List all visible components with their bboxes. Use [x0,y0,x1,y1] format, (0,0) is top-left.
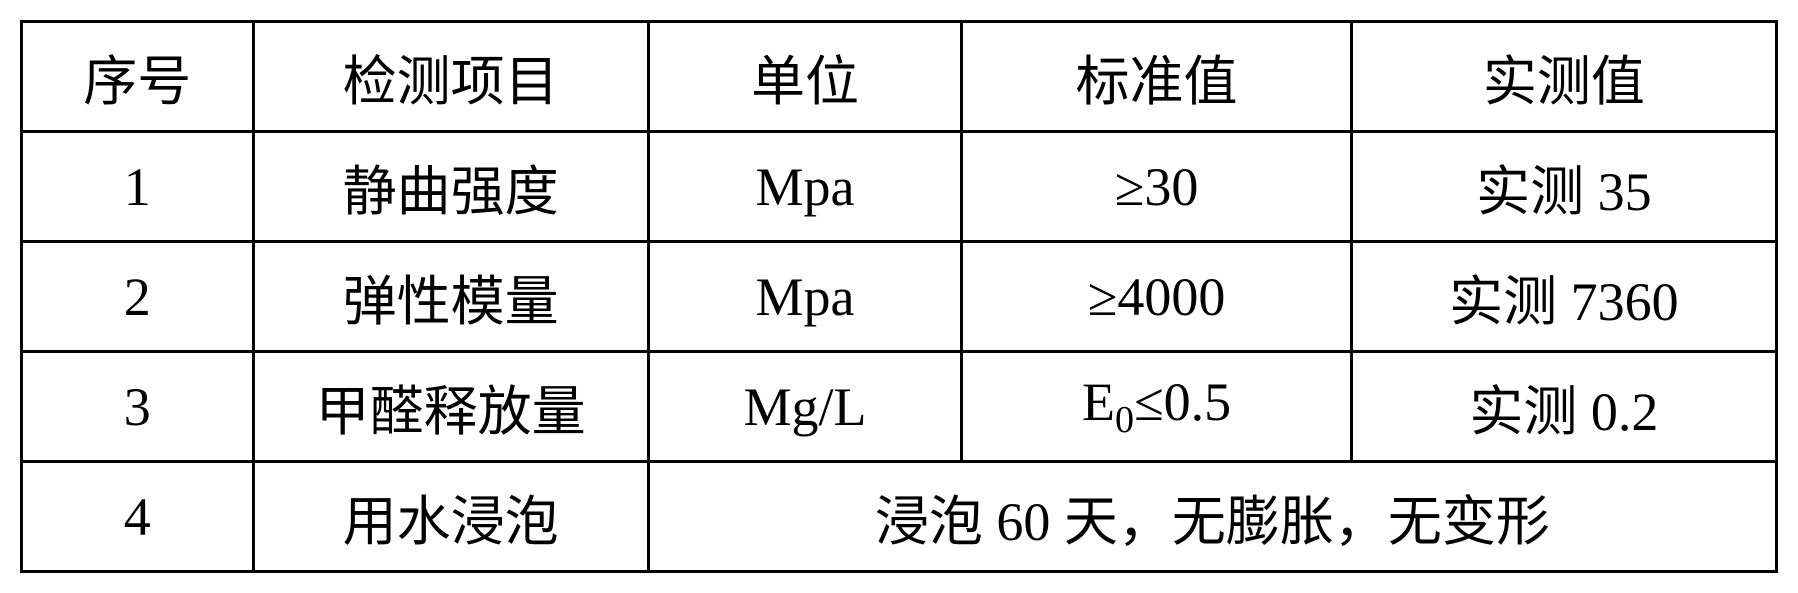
cell-measured: 实测 0.2 [1351,352,1776,462]
header-item: 检测项目 [253,22,648,132]
cell-unit: Mg/L [648,352,962,462]
table-row: 2 弹性模量 Mpa ≥4000 实测 7360 [22,242,1777,352]
cell-unit: Mpa [648,242,962,352]
standard-suffix: ≤0.5 [1134,372,1231,432]
cell-item: 静曲强度 [253,132,648,242]
standard-subscript: 0 [1115,399,1134,441]
cell-standard: ≥30 [962,132,1351,242]
test-results-table-container: 序号 检测项目 单位 标准值 实测值 1 静曲强度 Mpa ≥30 实测 35 … [20,20,1778,573]
table-row: 1 静曲强度 Mpa ≥30 实测 35 [22,132,1777,242]
cell-item: 甲醛释放量 [253,352,648,462]
cell-measured: 实测 35 [1351,132,1776,242]
cell-seq: 3 [22,352,254,462]
header-seq: 序号 [22,22,254,132]
cell-standard: E0≤0.5 [962,352,1351,462]
standard-prefix: E [1082,372,1115,432]
cell-seq: 2 [22,242,254,352]
cell-measured: 实测 7360 [1351,242,1776,352]
cell-seq: 1 [22,132,254,242]
cell-standard: ≥4000 [962,242,1351,352]
table-row: 3 甲醛释放量 Mg/L E0≤0.5 实测 0.2 [22,352,1777,462]
cell-item: 弹性模量 [253,242,648,352]
header-measured: 实测值 [1351,22,1776,132]
test-results-table: 序号 检测项目 单位 标准值 实测值 1 静曲强度 Mpa ≥30 实测 35 … [20,20,1778,573]
header-standard: 标准值 [962,22,1351,132]
table-header-row: 序号 检测项目 单位 标准值 实测值 [22,22,1777,132]
header-unit: 单位 [648,22,962,132]
cell-unit: Mpa [648,132,962,242]
